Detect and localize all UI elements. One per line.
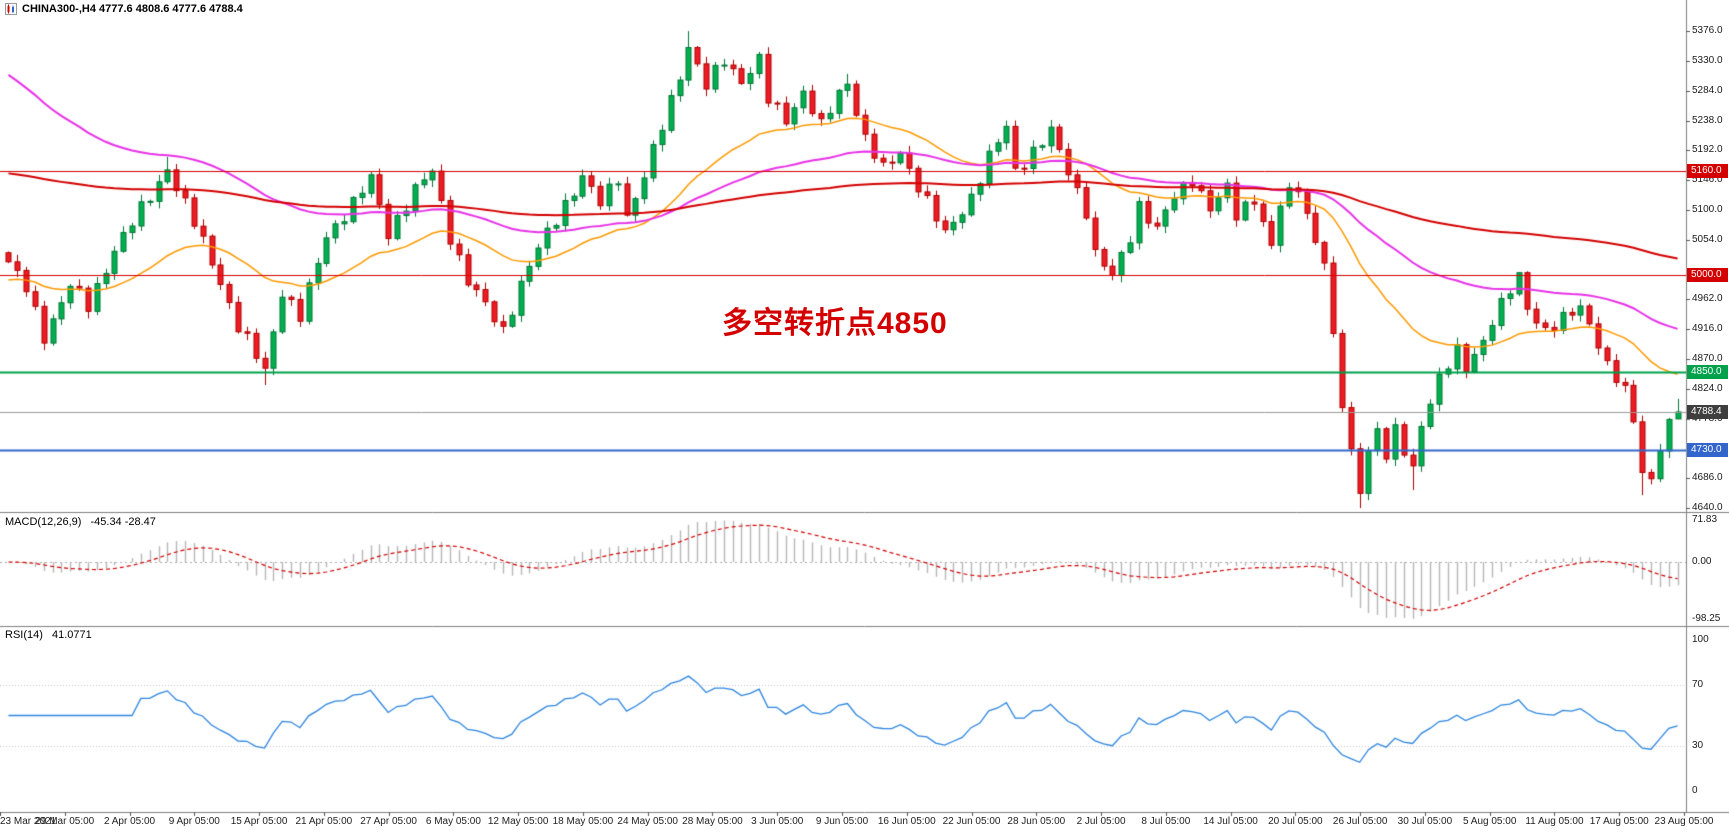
symbol-ohlc-label: CHINA300-,H4 4777.6 4808.6 4777.6 4788.4 <box>5 3 243 15</box>
time-axis-label: 20 Jul 05:00 <box>1268 816 1323 827</box>
time-axis-label: 16 Jun 05:00 <box>877 816 936 827</box>
time-axis-label: 6 May 05:00 <box>425 816 481 827</box>
time-axis-label: 5 Aug 05:00 <box>1462 816 1517 827</box>
time-axis-label: 23 Mar 2021 <box>0 816 57 827</box>
time-axis-label: 9 Jun 05:00 <box>815 816 869 827</box>
time-axis-label: 26 Jul 05:00 <box>1332 816 1388 827</box>
time-axis-label: 23 Aug 05:00 <box>1654 816 1714 827</box>
rsi-value: 41.0771 <box>51 629 92 641</box>
time-axis-label: 27 Apr 05:00 <box>360 816 417 827</box>
time-axis-label: 2 Jul 05:00 <box>1076 816 1126 827</box>
rsi-name: RSI(14) <box>5 629 43 641</box>
time-axis-label: 22 Jun 05:00 <box>942 816 1001 827</box>
rsi-label: RSI(14) 41.0771 <box>5 629 92 641</box>
macd-values: -45.34 -28.47 <box>90 516 156 528</box>
symbol-ohlc-text: CHINA300-,H4 4777.6 4808.6 4777.6 4788.4 <box>22 3 243 15</box>
time-axis[interactable]: 23 Mar 2021 29 Mar 05:00 2 Apr 05:00 9 Apr … <box>0 816 1729 836</box>
time-axis-label: 14 Jul 05:00 <box>1203 816 1258 827</box>
time-axis-label: 18 May 05:00 <box>552 816 614 827</box>
time-axis-label: 28 May 05:00 <box>682 816 743 827</box>
time-axis-label: 8 Jul 05:00 <box>1141 816 1191 827</box>
time-axis-label: 3 Jun 05:00 <box>751 816 804 827</box>
time-axis-label: 29 Mar 05:00 <box>35 816 95 827</box>
time-axis-label: 12 May 05:00 <box>487 816 549 827</box>
time-axis-label: 24 May 05:00 <box>617 816 678 827</box>
macd-label: MACD(12,26,9) -45.34 -28.47 <box>5 516 156 528</box>
chart-icon <box>5 3 17 15</box>
time-axis-label: 17 Aug 05:00 <box>1589 816 1649 827</box>
time-axis-label: 21 Apr 05:00 <box>295 816 353 827</box>
time-axis-label: 28 Jun 05:00 <box>1007 816 1066 827</box>
time-axis-label: 11 Aug 05:00 <box>1525 816 1584 827</box>
time-axis-label: 2 Apr 05:00 <box>103 816 156 827</box>
time-axis-label: 9 Apr 05:00 <box>168 816 220 827</box>
time-axis-label: 15 Apr 05:00 <box>230 816 288 827</box>
macd-name: MACD(12,26,9) <box>5 516 82 528</box>
time-axis-label: 30 Jul 05:00 <box>1397 816 1453 827</box>
chart-annotation-text[interactable]: 多空转折点4850 <box>722 307 948 340</box>
